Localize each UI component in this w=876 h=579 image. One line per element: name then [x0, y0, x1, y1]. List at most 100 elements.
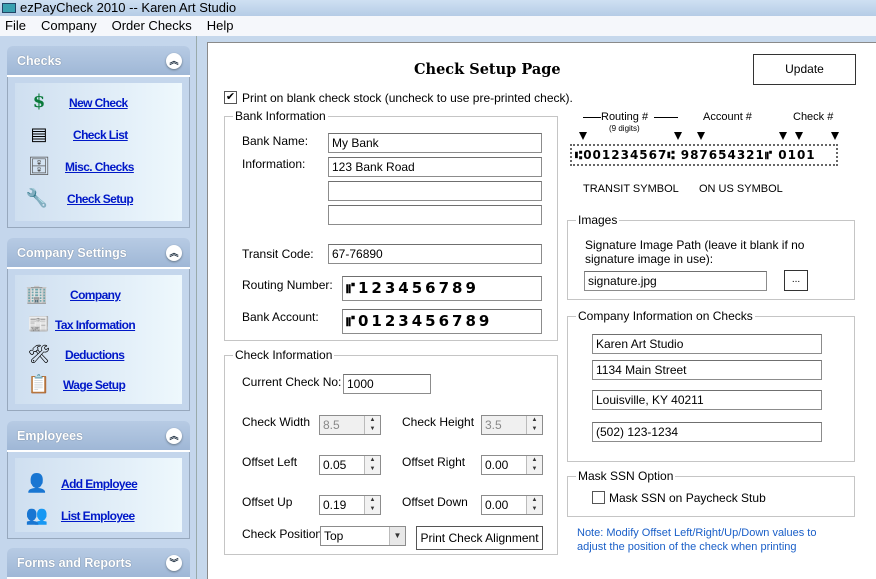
- information-label: Information:: [242, 157, 306, 171]
- bank-name-input[interactable]: My Bank: [328, 133, 542, 153]
- check-width-spinner[interactable]: 8.5 ▲ ▼: [319, 415, 381, 435]
- spinner-arrows-icon[interactable]: ▲ ▼: [364, 496, 380, 514]
- check-position-select[interactable]: Top ▼: [320, 526, 406, 546]
- information-input-3[interactable]: [328, 205, 542, 225]
- clipboard-icon: 📋: [27, 374, 51, 394]
- browse-button[interactable]: ...: [784, 270, 808, 291]
- sidebar-item-misc-checks[interactable]: Misc. Checks: [65, 160, 134, 174]
- sidebar-item-add-employee[interactable]: Add Employee: [61, 477, 138, 491]
- collapse-icon[interactable]: ︽: [166, 53, 182, 69]
- sidebar-item-check-setup[interactable]: Check Setup: [67, 192, 134, 206]
- person-icon: 👤: [25, 473, 49, 493]
- dropdown-arrow-icon[interactable]: ▼: [389, 527, 405, 545]
- group-legend: Company Information on Checks: [576, 309, 755, 323]
- panel-title: Checks: [17, 54, 62, 68]
- company-phone-input[interactable]: (502) 123-1234: [592, 422, 822, 442]
- checks-panel: $ New Check ▤ Check List 🗄 Misc. Checks …: [7, 77, 190, 228]
- check-height-label: Check Height: [402, 415, 475, 429]
- collapse-icon[interactable]: ︽: [166, 245, 182, 261]
- routing-number-input[interactable]: ⑈123456789: [342, 276, 542, 301]
- offset-up-spinner[interactable]: 0.19 ▲ ▼: [319, 495, 381, 515]
- sidebar-item-company[interactable]: Company: [70, 288, 121, 302]
- check-position-label: Check Position: [242, 527, 323, 541]
- print-blank-checkbox[interactable]: ✔: [224, 91, 237, 104]
- forms-reports-panel-header[interactable]: Forms and Reports ︾: [7, 548, 190, 579]
- company-settings-panel-header[interactable]: Company Settings ︽: [7, 238, 190, 269]
- transit-symbol-caption: TRANSIT SYMBOL: [583, 183, 679, 195]
- arrow-down-icon: [674, 132, 682, 140]
- company-settings-panel: 🏢 Company 📰 Tax Information 🛠 Deductions…: [7, 269, 190, 411]
- list-icon: ▤: [30, 124, 48, 144]
- menu-help[interactable]: Help: [206, 18, 234, 33]
- spinner-arrows-icon[interactable]: ▲ ▼: [526, 456, 542, 474]
- offset-left-label: Offset Left: [242, 455, 298, 469]
- menu-order-checks[interactable]: Order Checks: [111, 18, 192, 33]
- arrow-down-icon: [779, 132, 787, 140]
- building-icon: 🏢: [25, 284, 49, 304]
- sidebar-item-wage-setup[interactable]: Wage Setup: [63, 378, 126, 392]
- group-legend: Bank Information: [233, 109, 328, 123]
- window-title: ezPayCheck 2010 -- Karen Art Studio: [20, 0, 237, 15]
- mask-ssn-group: Mask SSN Option Mask SSN on Paycheck Stu…: [567, 469, 855, 517]
- tools-icon: 🛠: [27, 344, 51, 364]
- company-name-input[interactable]: Karen Art Studio: [592, 334, 822, 354]
- offset-up-label: Offset Up: [242, 495, 293, 509]
- sidebar-item-tax-information[interactable]: Tax Information: [55, 318, 136, 332]
- bracket-line: [583, 117, 601, 118]
- check-caption: Check #: [793, 111, 834, 123]
- bank-account-input[interactable]: ⑈0123456789: [342, 309, 542, 334]
- spinner-arrows-icon[interactable]: ▲ ▼: [526, 416, 542, 434]
- sidebar-item-new-check[interactable]: New Check: [69, 96, 128, 110]
- sidebar-item-deductions[interactable]: Deductions: [65, 348, 125, 362]
- tax-form-icon: 📰: [27, 314, 51, 334]
- expand-icon[interactable]: ︾: [166, 555, 182, 571]
- routing-caption: Routing #: [601, 111, 649, 123]
- routing-number-label: Routing Number:: [242, 278, 333, 292]
- collapse-icon[interactable]: ︽: [166, 428, 182, 444]
- mask-ssn-label: Mask SSN on Paycheck Stub: [609, 491, 766, 505]
- information-input-1[interactable]: 123 Bank Road: [328, 157, 542, 177]
- print-check-alignment-button[interactable]: Print Check Alignment: [416, 526, 543, 550]
- micr-line: ⑆001234567⑆ 987654321⑈ 0101: [570, 144, 838, 166]
- check-width-label: Check Width: [242, 415, 311, 429]
- offset-right-spinner[interactable]: 0.00 ▲ ▼: [481, 455, 543, 475]
- panel-title: Company Settings: [17, 246, 127, 260]
- people-icon: 👥: [25, 505, 49, 525]
- spinner-arrows-icon[interactable]: ▲ ▼: [364, 416, 380, 434]
- information-input-2[interactable]: [328, 181, 542, 201]
- employees-panel: 👤 Add Employee 👥 List Employee: [7, 452, 190, 539]
- page-title: Check Setup Page: [414, 61, 561, 78]
- group-legend: Images: [576, 213, 620, 227]
- offset-down-spinner[interactable]: 0.00 ▲ ▼: [481, 495, 543, 515]
- micr-diagram: Routing # (9 digits) Account # Check # ⑆…: [567, 111, 840, 201]
- update-button[interactable]: Update: [753, 54, 856, 85]
- offset-note: Note: Modify Offset Left/Right/Up/Down v…: [577, 527, 817, 553]
- spinner-arrows-icon[interactable]: ▲ ▼: [526, 496, 542, 514]
- check-setup-panel: Check Setup Page Update ✔ Print on blank…: [207, 42, 876, 579]
- company-city-input[interactable]: Louisville, KY 40211: [592, 390, 822, 410]
- checks-panel-header[interactable]: Checks ︽: [7, 46, 190, 77]
- images-group: Images Signature Image Path (leave it bl…: [567, 213, 855, 300]
- arrow-down-icon: [795, 132, 803, 140]
- account-caption: Account #: [703, 111, 752, 123]
- app-icon: [2, 3, 16, 13]
- sidebar-item-list-employee[interactable]: List Employee: [61, 509, 135, 523]
- sidebar: Checks ︽ $ New Check ▤ Check List 🗄 Misc.…: [0, 36, 197, 579]
- menu-file[interactable]: File: [5, 18, 26, 33]
- arrow-down-icon: [579, 132, 587, 140]
- menu-company[interactable]: Company: [40, 18, 97, 33]
- mask-ssn-checkbox[interactable]: [592, 491, 605, 504]
- company-street-input[interactable]: 1134 Main Street: [592, 360, 822, 380]
- bracket-line: [654, 117, 678, 118]
- current-check-no-input[interactable]: 1000: [343, 374, 431, 394]
- sidebar-item-check-list[interactable]: Check List: [73, 128, 128, 142]
- transit-code-label: Transit Code:: [242, 247, 314, 261]
- transit-code-input[interactable]: 67-76890: [328, 244, 542, 264]
- employees-panel-header[interactable]: Employees ︽: [7, 421, 190, 452]
- current-check-no-label: Current Check No:: [242, 375, 342, 389]
- arrow-down-icon: [831, 132, 839, 140]
- check-height-spinner[interactable]: 3.5 ▲ ▼: [481, 415, 543, 435]
- spinner-arrows-icon[interactable]: ▲ ▼: [364, 456, 380, 474]
- offset-left-spinner[interactable]: 0.05 ▲ ▼: [319, 455, 381, 475]
- signature-path-input[interactable]: signature.jpg: [584, 271, 767, 291]
